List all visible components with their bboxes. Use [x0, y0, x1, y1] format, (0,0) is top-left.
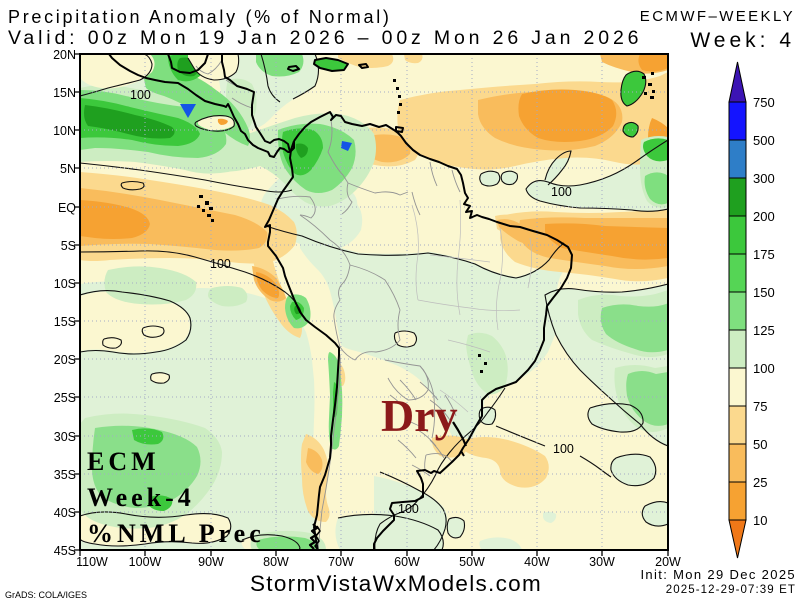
svg-text:100: 100	[551, 185, 572, 199]
svg-text:100: 100	[553, 442, 574, 456]
svg-text:100: 100	[130, 88, 151, 102]
svg-text:100: 100	[398, 502, 419, 516]
svg-text:100: 100	[210, 257, 231, 271]
